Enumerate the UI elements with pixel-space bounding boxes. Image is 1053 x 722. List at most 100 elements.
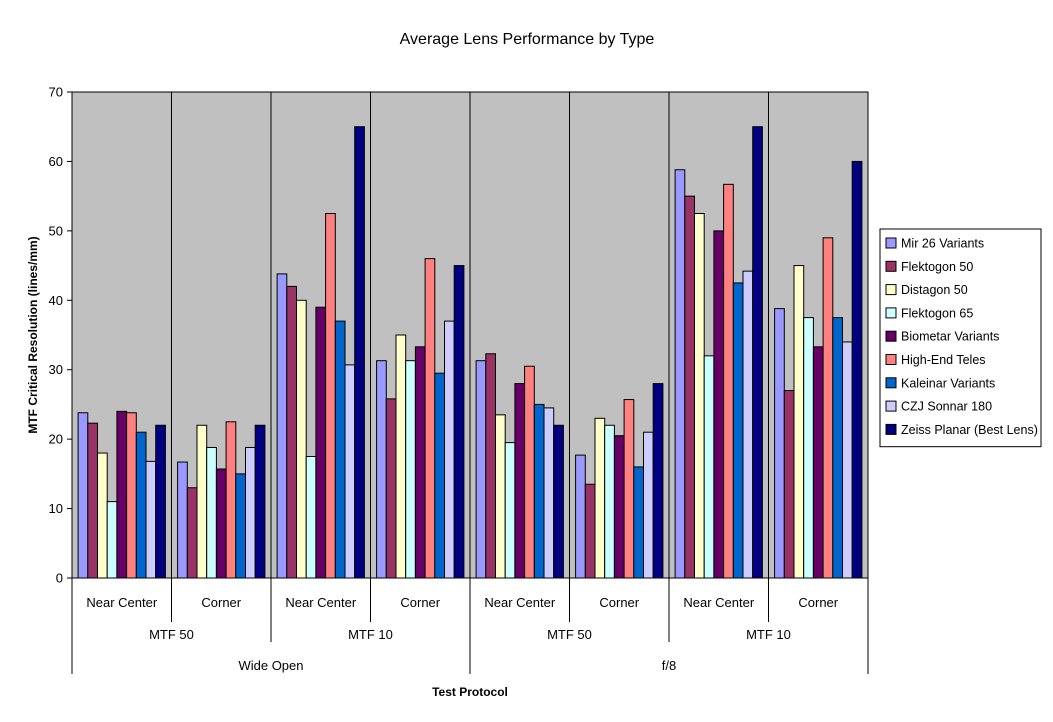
x-group-label: MTF 10 (746, 627, 791, 642)
legend-swatch (885, 284, 897, 296)
x-category-label: Near Center (683, 595, 754, 610)
chart-title: Average Lens Performance by Type (400, 31, 655, 48)
bar (206, 446, 217, 579)
x-axis-label: Test Protocol (432, 685, 508, 699)
bar (584, 483, 596, 579)
legend-swatch (885, 307, 897, 319)
legend-item-label: Zeiss Planar (Best Lens) (901, 423, 1038, 437)
legend: Mir 26 Variants Flektogon 50 Distagon 50 Fl… (879, 228, 1042, 448)
bar (842, 341, 853, 579)
bar (424, 258, 436, 579)
x-supergroup-label: Wide Open (238, 658, 303, 673)
bar (444, 320, 455, 579)
bars (77, 126, 863, 579)
x-axis: Near Center Corner Near Center Corner Near C… (71, 578, 869, 674)
bar (315, 306, 327, 579)
y-tick-label: 0 (56, 571, 63, 586)
bar (334, 320, 346, 579)
legend-swatch (885, 330, 897, 342)
x-category-label: Near Center (484, 595, 555, 610)
bar (414, 346, 426, 579)
bar (106, 501, 118, 579)
x-group-label: MTF 50 (547, 627, 592, 642)
bar (643, 431, 654, 579)
y-tick-label: 70 (49, 85, 63, 100)
y-axis: 0 10 20 30 40 50 60 70 (49, 85, 769, 586)
bar (742, 270, 754, 579)
bar (674, 169, 686, 579)
bar (684, 195, 695, 579)
y-tick-label: 30 (49, 362, 63, 377)
bar (514, 383, 526, 579)
x-group-label: MTF 10 (348, 627, 393, 642)
bar (752, 126, 763, 579)
bar (135, 431, 147, 579)
bar (376, 360, 387, 579)
bar (126, 412, 137, 579)
bar (694, 213, 705, 579)
x-category-label: Near Center (86, 595, 157, 610)
legend-item-label: Mir 26 Variants (901, 237, 984, 251)
bar (225, 421, 237, 579)
legend-item-label: Distagon 50 (901, 283, 968, 297)
x-category-label: Corner (201, 595, 241, 610)
bar (543, 407, 555, 579)
bar (713, 230, 725, 579)
bar (774, 308, 785, 579)
bar (485, 353, 496, 579)
y-tick-label: 20 (49, 432, 63, 447)
legend-swatch (885, 354, 897, 365)
bar (623, 399, 635, 579)
bar (803, 317, 814, 579)
bar (822, 237, 834, 579)
bar (177, 461, 188, 579)
bar (783, 390, 795, 579)
bar (305, 456, 317, 579)
bar (504, 442, 516, 579)
bar (723, 183, 734, 579)
x-group-label: MTF 50 (149, 627, 194, 642)
bar (77, 412, 89, 579)
bar (385, 398, 397, 579)
y-tick-label: 10 (49, 501, 63, 516)
bar (145, 460, 157, 579)
bar (116, 410, 128, 579)
x-category-label: Corner (798, 595, 838, 610)
x-category-label: Corner (599, 595, 639, 610)
bar (344, 364, 356, 579)
legend-swatch (885, 260, 897, 272)
y-axis-label: MTF Critical Resolution (lines/mm) (26, 236, 40, 433)
x-category-label: Near Center (285, 595, 356, 610)
bar (812, 346, 824, 579)
legend-swatch (885, 423, 897, 435)
bar (832, 317, 843, 579)
bar (453, 265, 465, 579)
bar (325, 213, 336, 579)
y-tick-label: 40 (49, 293, 63, 308)
legend-item-label: Flektogon 50 (901, 260, 973, 274)
legend-swatch (885, 237, 897, 249)
bar (186, 487, 198, 579)
bar (97, 452, 108, 579)
legend-item-label: CZJ Sonnar 180 (901, 400, 992, 414)
legend-item-label: Biometar Variants (901, 330, 999, 344)
legend-item-label: Flektogon 65 (901, 306, 973, 320)
bar (245, 446, 256, 579)
bar (732, 282, 744, 579)
x-category-label: Corner (400, 595, 440, 610)
bar (495, 414, 506, 579)
bar (215, 468, 227, 579)
bar (354, 126, 365, 579)
bar (652, 383, 664, 579)
bar (553, 424, 564, 579)
bar (405, 360, 416, 579)
bar (524, 365, 535, 579)
bar (87, 422, 99, 579)
legend-swatch (885, 377, 897, 389)
bar (613, 435, 625, 579)
bar (604, 424, 615, 579)
bar (434, 372, 445, 579)
bar (286, 285, 297, 579)
y-tick-label: 50 (49, 223, 63, 238)
